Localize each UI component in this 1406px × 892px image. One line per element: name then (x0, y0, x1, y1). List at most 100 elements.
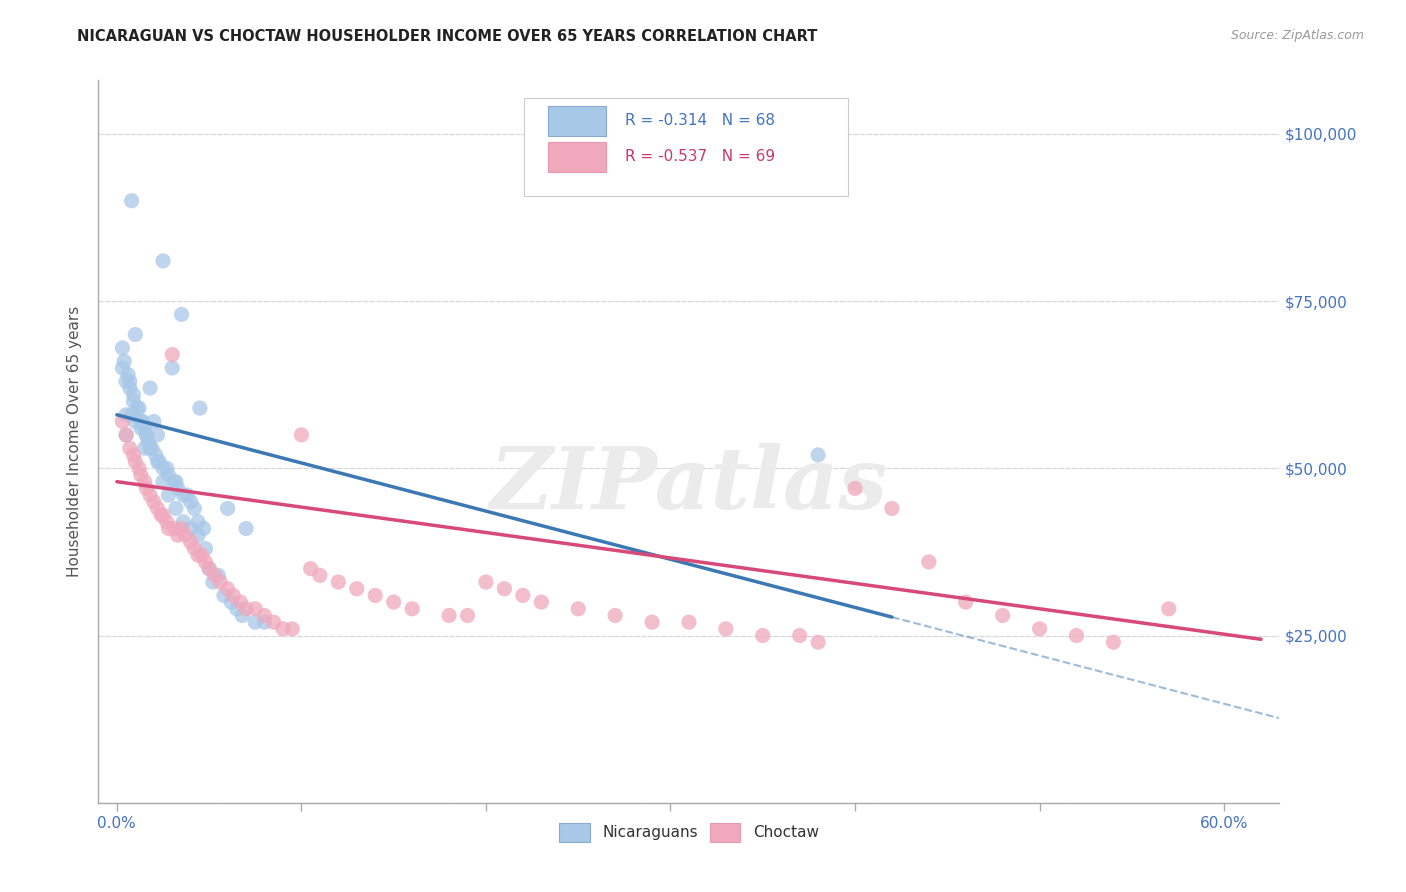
Point (605, 608, 627, 623)
Point (135, 427, 157, 442)
Point (146, 454, 169, 469)
Point (129, 467, 152, 482)
Point (174, 528, 197, 542)
Point (281, 622, 304, 636)
Point (163, 475, 186, 489)
Point (162, 361, 183, 376)
Point (121, 194, 143, 208)
Point (188, 401, 211, 416)
Point (136, 434, 159, 449)
Point (245, 615, 267, 630)
Point (156, 515, 179, 529)
Point (807, 448, 830, 462)
Text: ZIPatlas: ZIPatlas (489, 443, 889, 526)
Point (207, 568, 229, 582)
Point (129, 421, 152, 435)
Point (118, 375, 141, 389)
Point (1066, 628, 1088, 642)
Point (217, 501, 239, 516)
Point (382, 595, 405, 609)
Point (225, 602, 247, 616)
Point (263, 615, 285, 630)
Point (807, 635, 830, 649)
Point (245, 602, 267, 616)
Point (129, 414, 152, 428)
Text: R = -0.537   N = 69: R = -0.537 N = 69 (626, 149, 775, 164)
Point (187, 515, 209, 529)
Point (955, 595, 977, 609)
Point (142, 494, 165, 508)
Point (135, 482, 157, 496)
Point (183, 541, 205, 556)
Point (118, 381, 141, 395)
Point (172, 515, 194, 529)
Point (134, 475, 156, 489)
Point (209, 575, 232, 590)
Point (152, 253, 174, 268)
Point (124, 327, 146, 342)
Point (145, 448, 167, 462)
Point (364, 589, 387, 603)
Point (229, 595, 252, 609)
Point (150, 508, 173, 523)
Point (1157, 602, 1180, 616)
Point (512, 589, 534, 603)
Point (132, 414, 155, 428)
Point (121, 408, 143, 422)
Point (157, 488, 180, 502)
Point (152, 461, 174, 475)
Point (235, 521, 257, 535)
Point (128, 461, 150, 475)
Point (118, 441, 141, 455)
Point (148, 454, 170, 469)
Point (141, 441, 163, 455)
Point (128, 401, 150, 416)
Point (146, 427, 169, 442)
Point (111, 414, 134, 428)
Point (198, 562, 221, 576)
Point (127, 401, 149, 416)
Point (1028, 622, 1050, 636)
Point (134, 421, 156, 435)
Point (217, 582, 239, 596)
Point (111, 361, 134, 376)
Point (309, 568, 332, 582)
Point (115, 375, 138, 389)
Point (222, 589, 245, 603)
Point (751, 628, 773, 642)
Point (204, 568, 226, 582)
Point (678, 615, 700, 630)
Point (880, 501, 903, 516)
Point (194, 541, 217, 556)
Point (494, 582, 516, 596)
Point (166, 482, 188, 496)
Text: R = -0.314   N = 68: R = -0.314 N = 68 (626, 113, 775, 128)
Point (328, 575, 350, 590)
Point (271, 622, 294, 636)
Point (152, 508, 174, 523)
Point (187, 528, 209, 542)
Point (124, 454, 146, 469)
Point (112, 354, 135, 368)
Point (139, 381, 162, 395)
Point (162, 348, 183, 362)
Point (401, 602, 423, 616)
Point (117, 368, 139, 382)
Point (530, 595, 553, 609)
Point (191, 548, 214, 563)
Point (152, 475, 174, 489)
Point (235, 602, 257, 616)
Y-axis label: Householder Income Over 65 years: Householder Income Over 65 years (67, 306, 83, 577)
Point (156, 461, 179, 475)
Point (111, 341, 134, 355)
Point (115, 408, 138, 422)
Point (170, 521, 193, 535)
Point (165, 475, 187, 489)
Point (170, 307, 193, 321)
Point (157, 467, 180, 482)
Point (135, 427, 157, 442)
Point (475, 575, 498, 590)
Point (180, 521, 202, 535)
FancyBboxPatch shape (548, 105, 606, 136)
Point (221, 595, 243, 609)
